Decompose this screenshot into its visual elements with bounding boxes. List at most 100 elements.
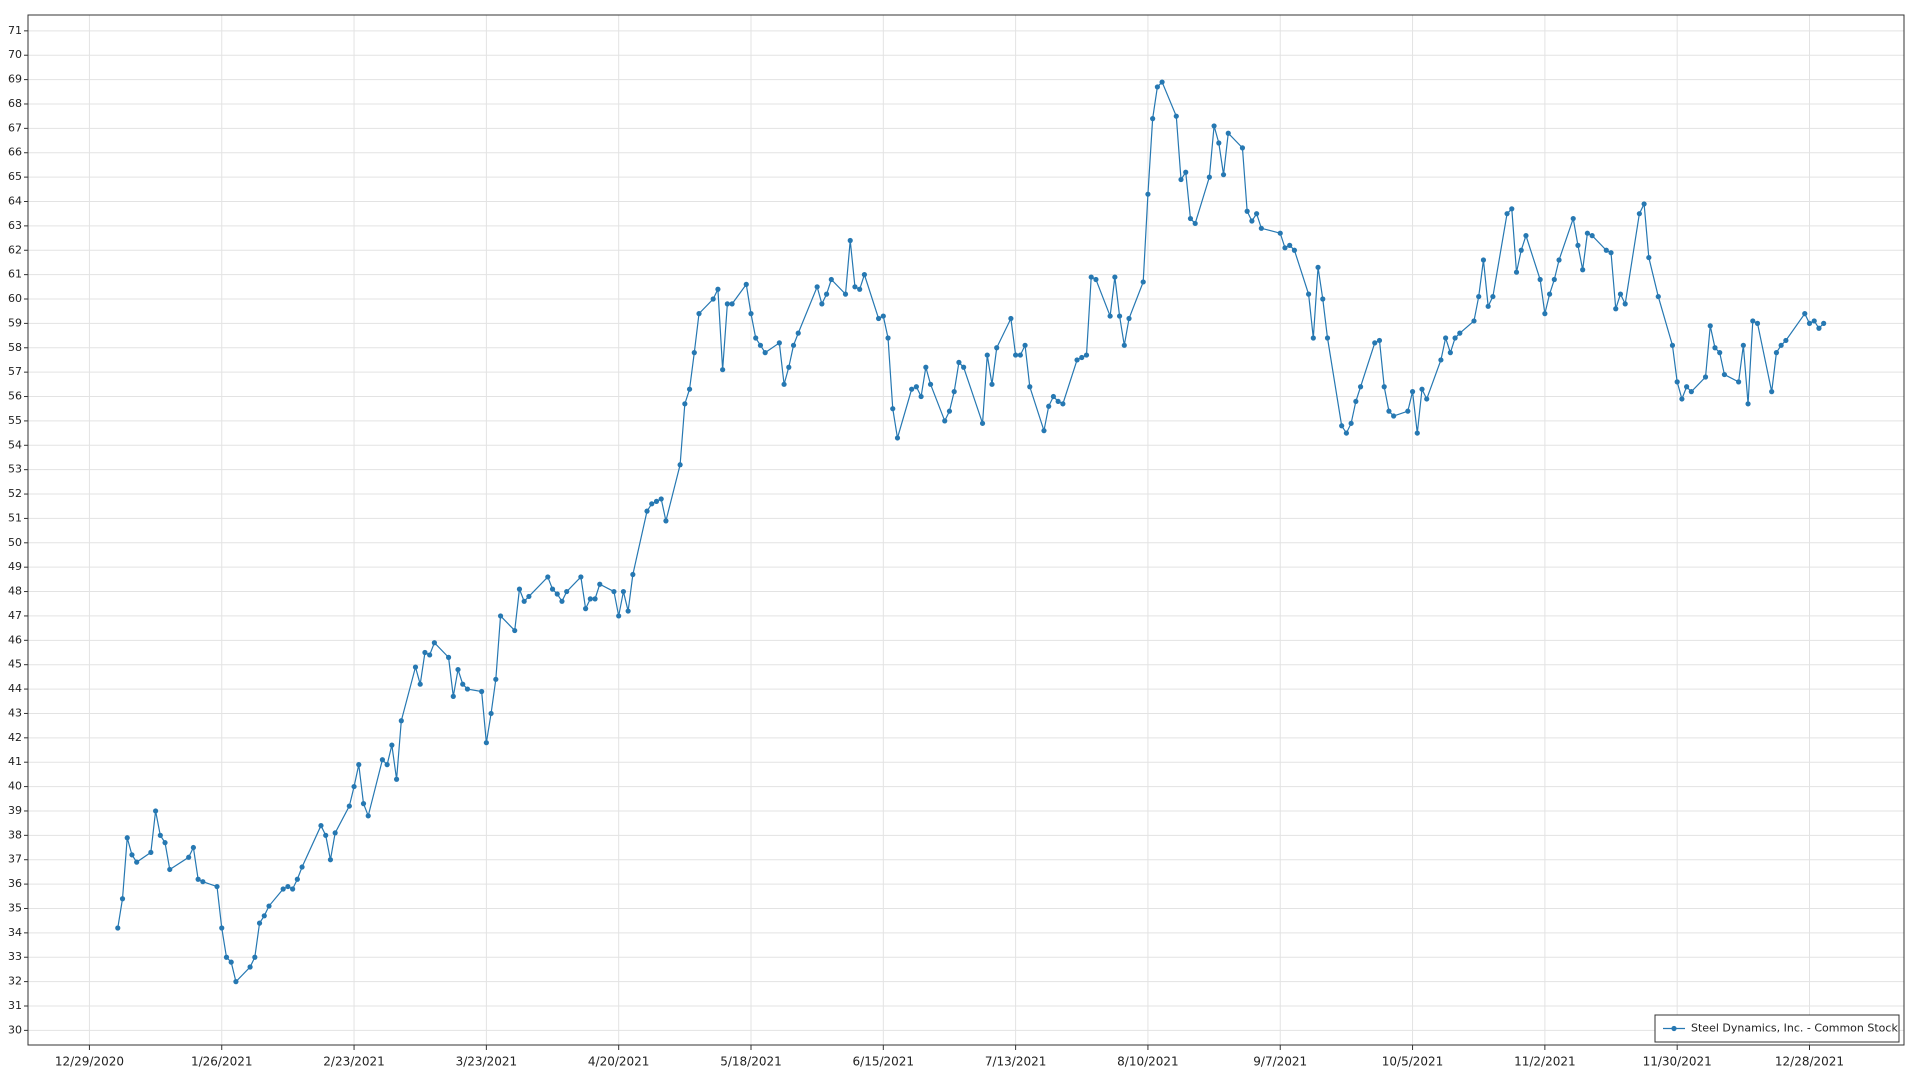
data-point: [1088, 274, 1094, 280]
y-tick-label: 60: [8, 292, 22, 305]
data-point: [1405, 408, 1411, 414]
data-point: [1060, 401, 1066, 407]
data-point: [1480, 257, 1487, 263]
y-tick-label: 40: [8, 780, 22, 793]
data-point: [984, 352, 990, 358]
data-point: [720, 367, 726, 373]
data-point: [162, 840, 168, 846]
data-point: [994, 345, 1000, 351]
plot-frame: [27, 14, 1905, 1046]
data-point: [1821, 320, 1827, 326]
data-point: [148, 849, 154, 856]
data-point: [351, 783, 357, 790]
data-point: [1372, 340, 1378, 346]
data-point: [1183, 169, 1189, 175]
data-point: [1740, 342, 1746, 348]
data-point: [1773, 350, 1780, 356]
data-point: [1258, 225, 1264, 231]
data-point: [663, 518, 669, 524]
data-point: [1580, 267, 1586, 273]
data-point: [989, 381, 995, 387]
data-point: [427, 652, 433, 658]
data-point: [875, 315, 882, 322]
data-point: [1150, 116, 1156, 122]
data-point: [1457, 330, 1463, 336]
legend-label: Steel Dynamics, Inc. - Common Stock: [1691, 1022, 1898, 1035]
data-point: [516, 586, 523, 592]
y-tick-label: 36: [8, 877, 22, 890]
data-point: [1745, 401, 1751, 407]
y-tick-label: 64: [8, 194, 22, 207]
data-point: [819, 301, 825, 307]
x-tick-label: 6/15/2021: [853, 1055, 915, 1069]
y-tick-label: 68: [8, 97, 22, 110]
data-point: [1509, 206, 1515, 212]
data-point: [412, 664, 419, 670]
data-point: [776, 340, 782, 346]
data-point: [842, 291, 849, 297]
data-point: [814, 284, 820, 290]
data-point: [488, 710, 494, 717]
x-tick-label: 4/20/2021: [588, 1055, 650, 1069]
data-point: [1277, 230, 1283, 236]
y-tick-label: 42: [8, 731, 22, 744]
data-point: [1443, 335, 1449, 341]
series-line: [117, 80, 1825, 983]
y-tick-label: 46: [8, 633, 22, 646]
data-point: [365, 813, 371, 819]
y-tick-label: 67: [8, 121, 22, 134]
data-point: [1041, 428, 1047, 434]
data-point: [1017, 352, 1023, 358]
y-tick-label: 33: [8, 950, 22, 963]
data-point: [1013, 352, 1019, 358]
data-point: [1537, 276, 1543, 283]
data-point: [1712, 345, 1718, 351]
data-point: [762, 350, 768, 356]
data-point: [1282, 245, 1288, 251]
data-point: [913, 384, 919, 390]
data-point: [1542, 311, 1548, 317]
legend-box: [1654, 1014, 1900, 1043]
data-point: [1485, 303, 1491, 309]
data-point: [564, 588, 570, 595]
data-point: [526, 593, 532, 600]
data-point: [460, 681, 466, 687]
data-point: [885, 335, 891, 341]
y-tick-label: 30: [8, 1023, 22, 1036]
data-point: [360, 801, 367, 807]
y-tick-label: 45: [8, 658, 22, 671]
y-tick-label: 38: [8, 828, 22, 841]
y-tick-label: 56: [8, 390, 22, 403]
data-point: [918, 393, 924, 400]
data-point: [1490, 293, 1496, 300]
data-point: [379, 757, 386, 763]
data-point: [587, 596, 593, 602]
data-point: [1324, 335, 1331, 341]
data-point: [190, 844, 196, 851]
data-point: [1381, 384, 1387, 390]
data-point: [1343, 430, 1349, 436]
data-point: [620, 588, 627, 595]
data-point: [332, 830, 338, 836]
data-point: [1424, 396, 1430, 402]
data-point: [658, 496, 664, 502]
x-tick-label: 7/13/2021: [985, 1055, 1047, 1069]
y-tick-label: 61: [8, 268, 22, 281]
data-point: [431, 640, 437, 646]
data-point: [743, 281, 749, 287]
data-point: [956, 359, 962, 365]
data-point: [493, 676, 499, 682]
data-point: [753, 335, 759, 341]
data-point: [252, 954, 258, 960]
y-tick-label: 31: [8, 999, 22, 1012]
data-point: [1419, 386, 1425, 392]
data-point: [847, 237, 853, 244]
data-point: [1518, 247, 1524, 253]
data-point: [1249, 218, 1255, 224]
data-point: [318, 822, 324, 829]
data-point: [1617, 291, 1624, 297]
data-point: [1409, 389, 1416, 395]
data-point: [1622, 301, 1628, 307]
data-point: [200, 879, 206, 885]
data-point: [1688, 389, 1694, 395]
